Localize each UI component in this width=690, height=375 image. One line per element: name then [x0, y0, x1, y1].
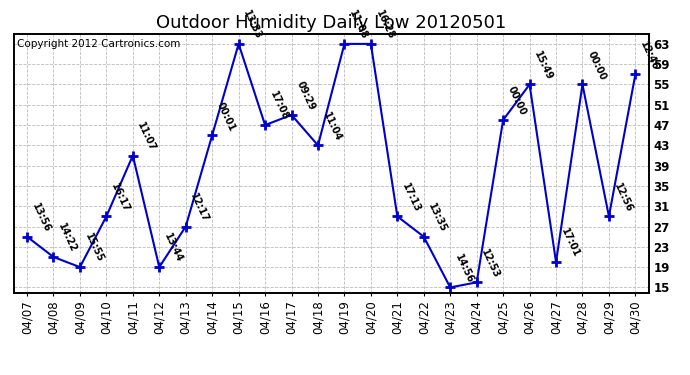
Text: 00:01: 00:01 [215, 100, 237, 132]
Text: 17:13: 17:13 [400, 181, 422, 214]
Text: 15:55: 15:55 [83, 232, 105, 264]
Text: 17:01: 17:01 [559, 227, 581, 259]
Text: 14:56: 14:56 [453, 252, 475, 285]
Title: Outdoor Humidity Daily Low 20120501: Outdoor Humidity Daily Low 20120501 [156, 14, 506, 32]
Text: 09:29: 09:29 [295, 80, 317, 112]
Text: 16:28: 16:28 [374, 9, 396, 41]
Text: 13:33: 13:33 [241, 9, 264, 41]
Text: 17:08: 17:08 [268, 90, 290, 122]
Text: 11:04: 11:04 [321, 110, 343, 142]
Text: 16:17: 16:17 [109, 181, 131, 214]
Text: 11:08: 11:08 [347, 9, 369, 41]
Text: 14:22: 14:22 [57, 222, 79, 254]
Text: Copyright 2012 Cartronics.com: Copyright 2012 Cartronics.com [17, 39, 180, 49]
Text: 00:00: 00:00 [585, 50, 607, 82]
Text: 12:53: 12:53 [480, 247, 502, 280]
Text: 00:00: 00:00 [506, 85, 528, 117]
Text: 11:07: 11:07 [136, 120, 158, 153]
Text: 13:44: 13:44 [162, 232, 184, 264]
Text: 12:17: 12:17 [188, 192, 210, 224]
Text: 13:35: 13:35 [426, 202, 449, 234]
Text: 13:56: 13:56 [30, 202, 52, 234]
Text: 15:49: 15:49 [533, 50, 555, 82]
Text: 12:56: 12:56 [612, 181, 634, 214]
Text: 12:46: 12:46 [638, 39, 660, 72]
